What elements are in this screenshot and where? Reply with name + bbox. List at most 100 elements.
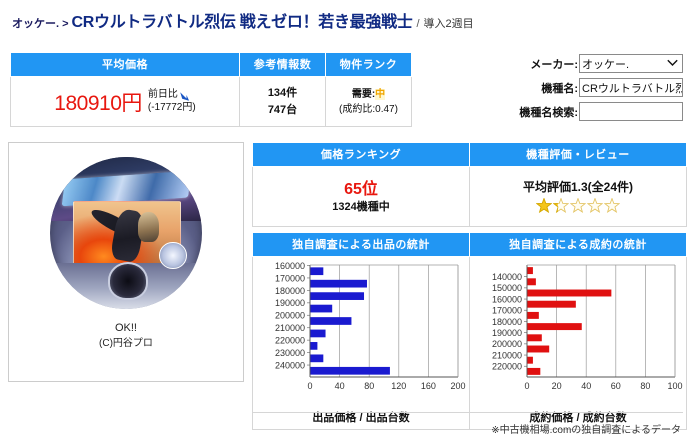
star-icon [570, 197, 586, 213]
bar [310, 292, 365, 300]
svg-text:180000: 180000 [492, 317, 522, 327]
svg-text:200000: 200000 [492, 339, 522, 349]
svg-text:200: 200 [450, 381, 465, 391]
header-reference-count: 参考情報数 [239, 52, 326, 77]
listing-bar-chart: 0 40 80 120 160 200 160000 170000 180000 190000 20… [275, 261, 466, 391]
svg-text:220000: 220000 [492, 362, 522, 372]
maker-label: メーカー: [530, 58, 578, 71]
svg-text:170000: 170000 [492, 306, 522, 316]
page-title: CRウルトラバトル烈伝 戦えゼロ！若き最強戦士 [71, 14, 413, 31]
bar [527, 289, 612, 297]
svg-text:80: 80 [640, 381, 650, 391]
svg-text:160000: 160000 [492, 294, 522, 304]
introduction-week: 導入2週目 [423, 18, 474, 30]
svg-text:40: 40 [581, 381, 591, 391]
bar [310, 279, 367, 288]
model-label: 機種名: [541, 82, 578, 95]
machine-artwork [50, 157, 202, 309]
reference-cases: 134件 [267, 87, 298, 99]
product-caption-text: OK!! [114, 322, 137, 334]
star-icon [604, 197, 620, 213]
demand-value: 中 [375, 88, 386, 100]
bar [310, 267, 324, 276]
header-property-rank: 物件ランク [325, 52, 412, 77]
svg-text:160: 160 [421, 381, 436, 391]
svg-text:170000: 170000 [275, 273, 305, 283]
table-row: 180910円 前日比 (-17772円) [10, 76, 412, 127]
reference-units: 747台 [267, 103, 298, 116]
contract-chart-cell: 0 20 40 60 80 100 140000 150000 160000 170000 1800… [469, 256, 687, 430]
svg-text:150000: 150000 [492, 283, 522, 293]
bar [527, 300, 576, 308]
model-search-label: 機種名検索: [519, 106, 578, 119]
price-summary-table: 平均価格 参考情報数 物件ランク 180910円 前日比 [10, 52, 412, 127]
bar [310, 317, 352, 325]
product-copyright: (C)円谷プロ [99, 337, 153, 349]
svg-text:140000: 140000 [492, 272, 522, 282]
svg-text:230000: 230000 [275, 348, 305, 358]
review-cell[interactable]: 平均評価1.3(全24件) [469, 166, 687, 227]
reference-count-cell: 134件 747台 [239, 76, 326, 127]
demand-label: 需要: [351, 88, 376, 100]
statistics-table: 独自調査による出品の統計 独自調査による成約の統計 0 40 80 120 160 200… [252, 232, 687, 430]
chevron-down-icon [667, 58, 678, 70]
contract-ratio: (成約比:0.47) [339, 103, 398, 115]
maker-select-value: オッケー. [582, 58, 630, 71]
svg-text:0: 0 [524, 381, 529, 391]
svg-text:190000: 190000 [275, 298, 305, 308]
model-search-input[interactable] [579, 102, 683, 121]
search-form: メーカー: オッケー. 機種名: CRウルトラバトル烈伝 機種名検索: [459, 54, 683, 126]
svg-text:210000: 210000 [492, 350, 522, 360]
svg-text:120: 120 [391, 381, 406, 391]
model-select-value: CRウルトラバトル烈伝 [582, 82, 682, 95]
delta-value: (-17772円) [147, 101, 196, 113]
svg-text:210000: 210000 [275, 323, 305, 333]
product-image-panel: OK!! (C)円谷プロ [8, 142, 244, 382]
bar [310, 304, 333, 313]
bar [527, 323, 582, 331]
breadcrumb-separator: > [62, 18, 69, 30]
arrow-down-icon [179, 91, 190, 102]
svg-text:220000: 220000 [275, 336, 305, 346]
table-row: 0 40 80 120 160 200 160000 170000 180000 190000 20… [252, 256, 687, 430]
breadcrumb-maker-link[interactable]: オッケー. [12, 18, 60, 30]
bar [310, 329, 326, 338]
price-ranking-cell: 65位 1324機種中 [252, 166, 470, 227]
table-row: 65位 1324機種中 平均評価1.3(全24件) [252, 166, 687, 227]
svg-text:20: 20 [552, 381, 562, 391]
product-caption: OK!! (C)円谷プロ [99, 321, 153, 351]
maker-select[interactable]: オッケー. [579, 54, 683, 73]
bar [310, 342, 318, 350]
delta-label: 前日比 [147, 89, 178, 100]
svg-text:40: 40 [335, 381, 345, 391]
model-select[interactable]: CRウルトラバトル烈伝 [579, 78, 683, 97]
header-contract-chart: 独自調査による成約の統計 [469, 232, 687, 257]
breadcrumb-slash: / [416, 18, 420, 30]
svg-text:190000: 190000 [492, 328, 522, 338]
bar [527, 278, 536, 286]
contract-chart-xlabel: 成約価格 / 成約台数 [529, 412, 627, 424]
property-rank-cell: 需要:中 (成約比:0.47) [325, 76, 412, 127]
model-search-row: 機種名検索: [459, 102, 683, 121]
star-icon [553, 197, 569, 213]
header-listing-chart: 独自調査による出品の統計 [252, 232, 470, 257]
bar [527, 367, 541, 375]
listing-chart-cell: 0 40 80 120 160 200 160000 170000 180000 190000 20… [252, 256, 470, 430]
star-rating [471, 197, 685, 214]
footer-divider [252, 412, 683, 413]
header-price-ranking: 価格ランキング [252, 142, 470, 167]
bar [527, 356, 533, 364]
bar [527, 267, 533, 275]
svg-text:80: 80 [364, 381, 374, 391]
review-text: 平均評価1.3(全24件) [522, 180, 634, 195]
header-review: 機種評価・レビュー [469, 142, 687, 167]
star-icon [536, 197, 552, 213]
bar [310, 354, 324, 363]
bar [527, 345, 550, 353]
svg-text:160000: 160000 [275, 261, 305, 271]
bar [527, 334, 542, 342]
rank-total: 1324機種中 [332, 201, 390, 214]
svg-text:180000: 180000 [275, 286, 305, 296]
svg-text:60: 60 [611, 381, 621, 391]
